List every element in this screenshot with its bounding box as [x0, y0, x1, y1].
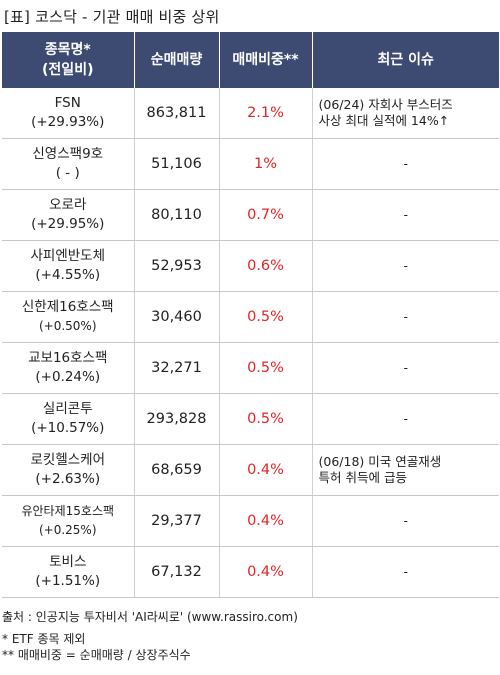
trade-ratio: 0.5% [219, 291, 313, 343]
net-volume: 52,953 [134, 240, 220, 292]
stock-change: (+2.63%) [35, 471, 101, 487]
net-volume: 80,110 [134, 189, 220, 241]
table-row: 유안타제15호스팩 (+0.25%) 29,377 0.4% - [2, 495, 499, 547]
recent-issue: - [312, 546, 499, 598]
stock-name-cell: 로킷헬스케어 (+2.63%) [2, 444, 135, 496]
stock-name: 사피엔반도체 [30, 248, 106, 264]
etf-note: * ETF 종목 제외 [2, 632, 86, 646]
trade-ratio: 2.1% [219, 88, 313, 139]
source-note: 출처 : 인공지능 투자비서 'AI라씨로' (www.rassiro.com) [2, 610, 298, 624]
recent-issue: (06/18) 미국 연골재생 특허 취득에 급등 [312, 444, 499, 496]
header-volume: 순매매량 [134, 32, 220, 88]
net-volume: 67,132 [134, 546, 220, 598]
trade-ratio: 0.4% [219, 444, 313, 496]
table-row: 사피엔반도체 (+4.55%) 52,953 0.6% - [2, 240, 499, 292]
table-row: 실리콘투 (+10.57%) 293,828 0.5% - [2, 393, 499, 445]
recent-issue: - [312, 291, 499, 343]
header-name-line2: (전일비) [42, 62, 94, 78]
stock-name: 토비스 [49, 554, 87, 570]
table-row: 오로라 (+29.95%) 80,110 0.7% - [2, 189, 499, 241]
stock-name: 오로라 [49, 197, 87, 213]
stock-name-cell: 신영스팩9호 ( - ) [2, 138, 135, 190]
stock-name-cell: 오로라 (+29.95%) [2, 189, 135, 241]
trading-ratio-table: 종목명* (전일비) 순매매량 매매비중** 최근 이슈 FSN (+29.93… [2, 32, 499, 598]
stock-name: 교보16호스팩 [28, 350, 108, 366]
header-ratio: 매매비중** [219, 32, 313, 88]
stock-change: (+4.55%) [35, 267, 101, 283]
stock-name: 신영스팩9호 [32, 146, 104, 162]
net-volume: 30,460 [134, 291, 220, 343]
stock-change: (+29.93%) [31, 114, 105, 130]
stock-name: 실리콘투 [42, 401, 93, 417]
trade-ratio: 0.7% [219, 189, 313, 241]
trade-ratio: 0.4% [219, 546, 313, 598]
issue-line1: (06/18) 미국 연골재생 [318, 454, 442, 469]
table-row: 교보16호스팩 (+0.24%) 32,271 0.5% - [2, 342, 499, 394]
stock-name-cell: 토비스 (+1.51%) [2, 546, 135, 598]
table-title: [표] 코스닥 - 기관 매매 비중 상위 [4, 8, 220, 26]
table-row: 신영스팩9호 ( - ) 51,106 1% - [2, 138, 499, 190]
stock-name-cell: 사피엔반도체 (+4.55%) [2, 240, 135, 292]
stock-name: 유안타제15호스팩 [21, 504, 115, 518]
stock-change: (+0.50%) [38, 319, 97, 333]
recent-issue: (06/24) 자회사 부스터즈 사상 최대 실적에 14%↑ [312, 88, 499, 139]
stock-change: (+0.25%) [38, 523, 97, 537]
ratio-definition-note: ** 매매비중 = 순매매량 / 상장주식수 [2, 648, 191, 662]
header-name: 종목명* (전일비) [2, 32, 135, 88]
table-row: FSN (+29.93%) 863,811 2.1% (06/24) 자회사 부… [2, 88, 499, 139]
table-row: 로킷헬스케어 (+2.63%) 68,659 0.4% (06/18) 미국 연… [2, 444, 499, 496]
trade-ratio: 0.5% [219, 393, 313, 445]
stock-name: FSN [54, 95, 81, 111]
stock-name-cell: 유안타제15호스팩 (+0.25%) [2, 495, 135, 547]
header-issue: 최근 이슈 [312, 32, 499, 88]
stock-name: 로킷헬스케어 [30, 452, 106, 468]
stock-name-cell: FSN (+29.93%) [2, 88, 135, 139]
recent-issue: - [312, 240, 499, 292]
table-header-row: 종목명* (전일비) 순매매량 매매비중** 최근 이슈 [2, 32, 499, 88]
stock-change: (+29.95%) [31, 216, 105, 232]
stock-change: ( - ) [55, 165, 80, 181]
net-volume: 68,659 [134, 444, 220, 496]
recent-issue: - [312, 189, 499, 241]
header-name-line1: 종목명* [44, 42, 91, 58]
stock-name-cell: 실리콘투 (+10.57%) [2, 393, 135, 445]
stock-name-cell: 교보16호스팩 (+0.24%) [2, 342, 135, 394]
net-volume: 32,271 [134, 342, 220, 394]
stock-change: (+10.57%) [31, 420, 105, 436]
trade-ratio: 0.4% [219, 495, 313, 547]
trade-ratio: 1% [219, 138, 313, 190]
recent-issue: - [312, 342, 499, 394]
trade-ratio: 0.5% [219, 342, 313, 394]
trade-ratio: 0.6% [219, 240, 313, 292]
issue-line2: 사상 최대 실적에 14%↑ [318, 113, 450, 128]
table-row: 신한제16호스팩 (+0.50%) 30,460 0.5% - [2, 291, 499, 343]
issue-line2: 특허 취득에 급등 [318, 470, 407, 485]
net-volume: 293,828 [134, 393, 220, 445]
net-volume: 29,377 [134, 495, 220, 547]
net-volume: 51,106 [134, 138, 220, 190]
footer-notes: 출처 : 인공지능 투자비서 'AI라씨로' (www.rassiro.com)… [2, 609, 298, 663]
recent-issue: - [312, 393, 499, 445]
stock-name-cell: 신한제16호스팩 (+0.50%) [2, 291, 135, 343]
table-row: 토비스 (+1.51%) 67,132 0.4% - [2, 546, 499, 598]
recent-issue: - [312, 495, 499, 547]
stock-change: (+1.51%) [35, 573, 101, 589]
recent-issue: - [312, 138, 499, 190]
stock-change: (+0.24%) [35, 369, 101, 385]
issue-line1: (06/24) 자회사 부스터즈 [318, 97, 453, 112]
stock-name: 신한제16호스팩 [21, 299, 114, 315]
net-volume: 863,811 [134, 88, 220, 139]
